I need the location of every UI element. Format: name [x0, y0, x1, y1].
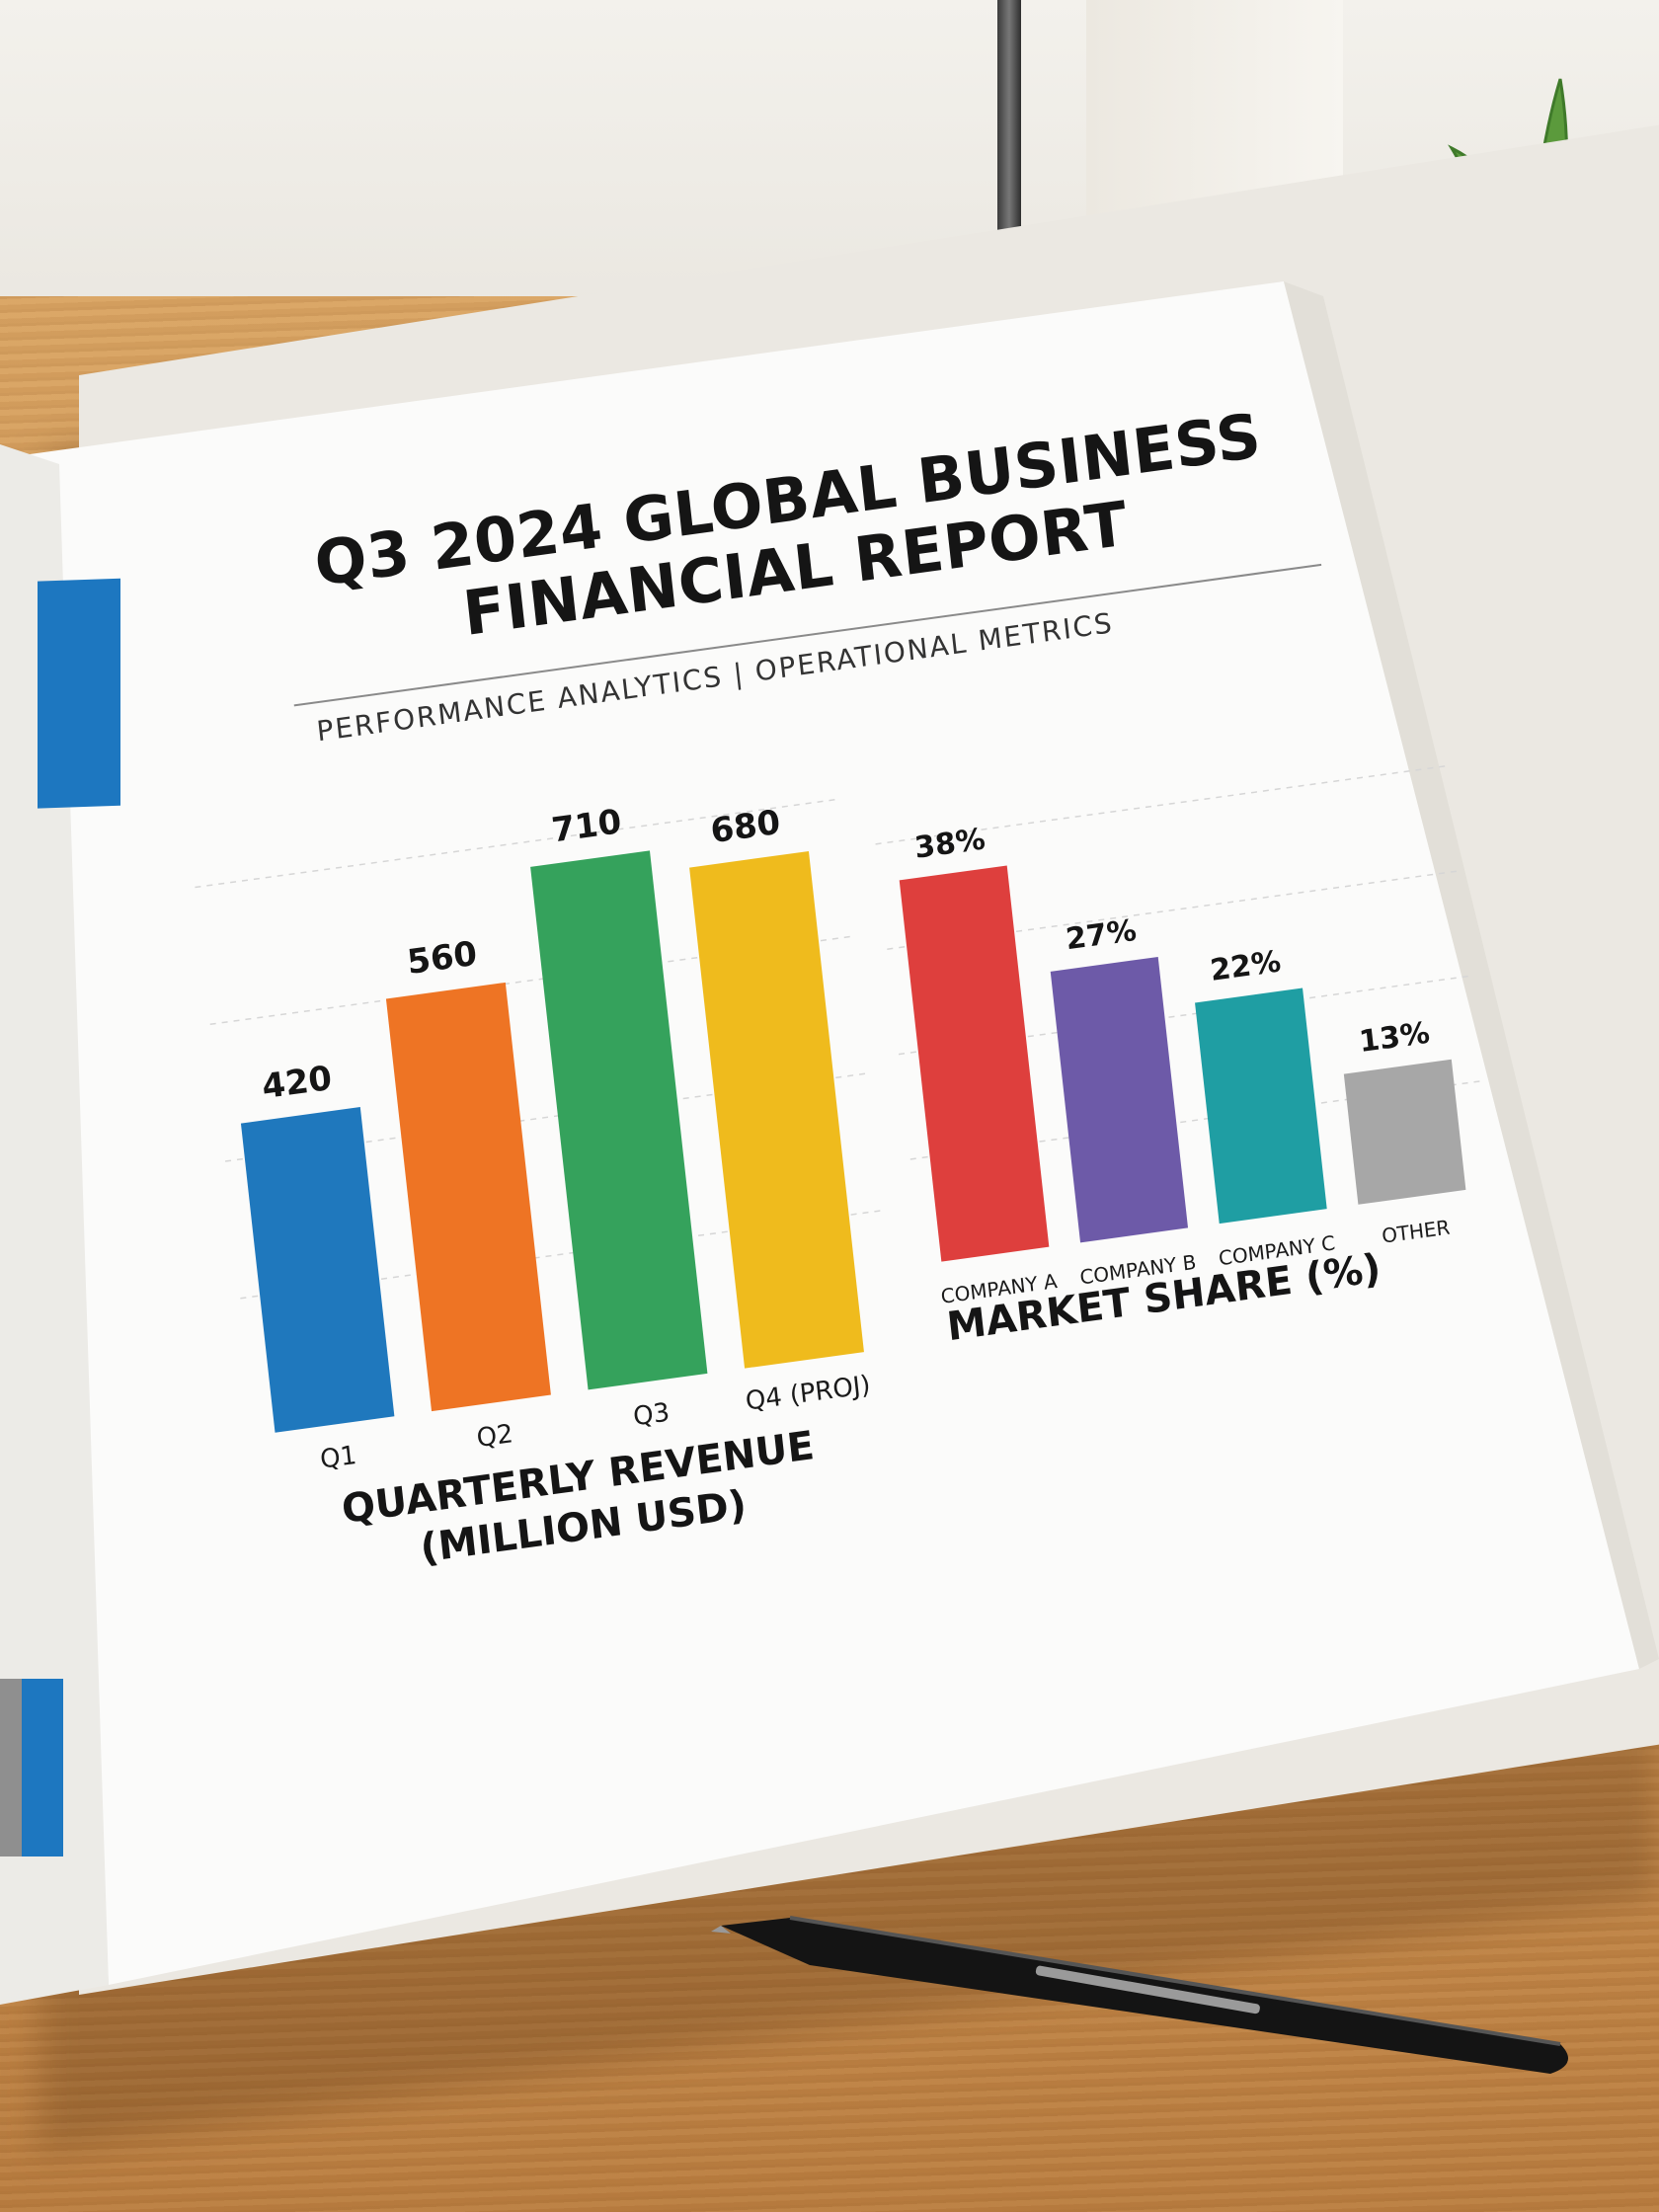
- bar-company-c: [1195, 988, 1327, 1224]
- category-label: Q2: [475, 1419, 514, 1454]
- category-label: Q3: [632, 1397, 672, 1432]
- pen: [711, 1916, 1568, 2074]
- data-label: 710: [550, 802, 624, 850]
- bar-company-b: [1050, 956, 1189, 1243]
- bar-other: [1343, 1059, 1466, 1205]
- data-label: 560: [405, 934, 479, 983]
- data-label: 680: [709, 803, 783, 851]
- category-label: OTHER: [1381, 1215, 1452, 1247]
- bar-company-a: [899, 865, 1050, 1262]
- report-content: Q3 2024 GLOBAL BUSINESS FINANCIAL REPORT…: [148, 365, 1659, 1830]
- category-label: Q4 (PROJ): [744, 1371, 872, 1417]
- data-label: 22%: [1209, 944, 1283, 988]
- bar-q1: [240, 1107, 395, 1433]
- category-label: Q1: [319, 1441, 358, 1475]
- data-label: 420: [260, 1059, 334, 1107]
- market-share-chart: 38%COMPANY A27%COMPANY B22%COMPANY C13%O…: [875, 764, 1486, 1350]
- bar-q4-proj: [689, 851, 864, 1369]
- data-label: 13%: [1358, 1016, 1432, 1061]
- gridline: [195, 798, 841, 889]
- bar-q3: [530, 850, 708, 1390]
- data-label: 27%: [1065, 913, 1139, 958]
- gridline: [875, 764, 1452, 845]
- bar-q2: [385, 982, 551, 1412]
- gridline: [209, 934, 856, 1026]
- data-label: 38%: [912, 822, 987, 866]
